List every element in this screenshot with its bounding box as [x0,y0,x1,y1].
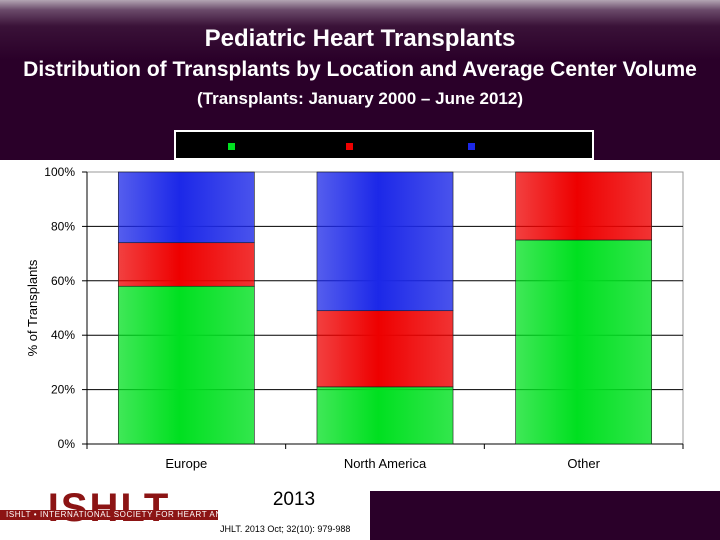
y-tick-label: 0% [58,437,76,451]
ishlt-logo-letters: ISHLT [47,486,171,530]
chart-legend [174,130,594,160]
legend-swatch-green [228,143,235,150]
bar-segment [117,171,255,244]
subtitle-main: Distribution of Transplants by Location … [23,58,697,81]
citation-box [218,491,370,540]
bar-segment [316,310,454,388]
bar-segment [515,171,653,241]
page-title: Pediatric Heart Transplants [204,25,516,52]
ishlt-tagline: ISHLT • INTERNATIONAL SOCIETY FOR HEART … [6,510,344,519]
y-tick-label: 60% [51,274,75,288]
bar-segment [316,171,454,312]
y-tick-label: 80% [51,219,75,233]
bar-segment [117,285,255,445]
journal-citation: JHLT. 2013 Oct; 32(10): 979-988 [220,524,351,534]
page-subtitle: Distribution of Transplants by Location … [0,56,720,113]
bar-segment [515,239,653,445]
y-axis-label: % of Transplants [25,259,40,356]
bar-segment [117,242,255,287]
x-tick-label: Europe [165,456,207,471]
x-tick-label: North America [344,456,427,471]
ishlt-logo-strip [0,510,370,520]
legend-swatch-red [346,143,353,150]
subtitle-date-range: (Transplants: January 2000 – June 2012) [197,89,523,108]
y-tick-label: 20% [51,383,75,397]
publication-year: 2013 [272,489,316,510]
legend-swatch-blue [468,143,475,150]
x-tick-label: Other [567,456,600,471]
y-tick-label: 40% [51,328,75,342]
bar-segment [316,386,454,445]
y-tick-label: 100% [44,165,75,179]
